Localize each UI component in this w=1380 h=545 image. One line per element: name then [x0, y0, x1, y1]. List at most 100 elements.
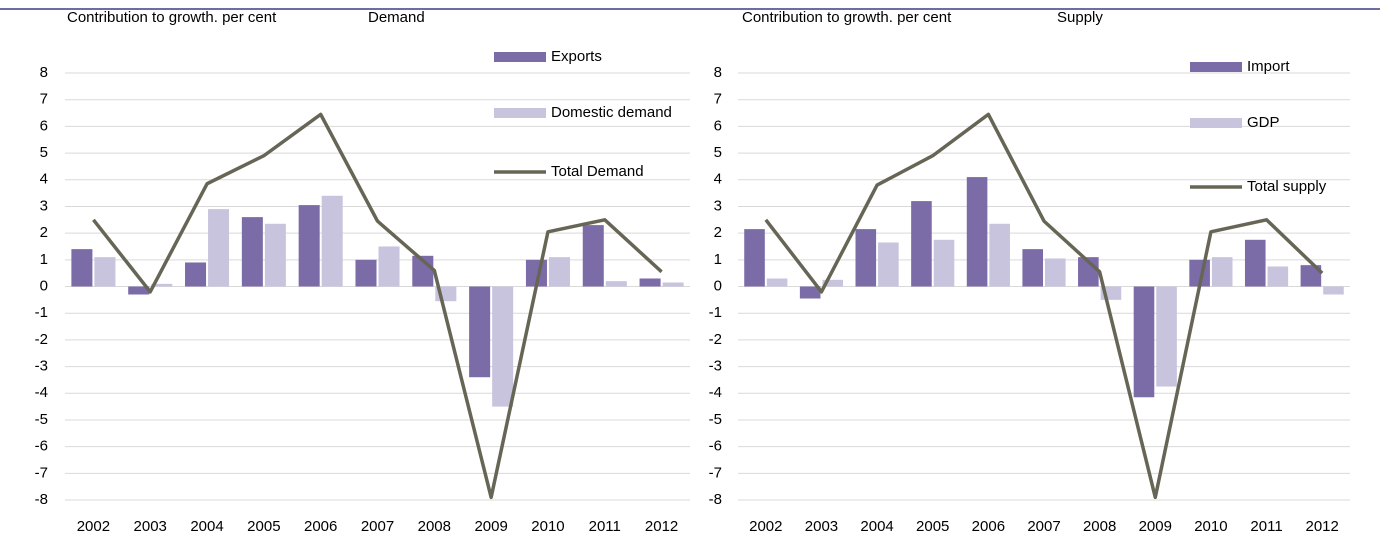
bar	[298, 205, 320, 287]
y-tick-label: 2	[40, 224, 48, 241]
bar	[378, 246, 400, 287]
bar	[1323, 286, 1344, 295]
legend-label: Exports	[551, 48, 602, 65]
panel-title: Contribution to growth. per cent	[67, 9, 277, 26]
bar	[1156, 286, 1177, 387]
bar	[355, 259, 377, 287]
y-tick-label: 4	[40, 171, 48, 188]
y-tick-label: 1	[40, 251, 48, 268]
x-tick-label: 2012	[1305, 518, 1338, 535]
y-tick-label: 5	[714, 144, 722, 161]
legend-swatch	[494, 52, 546, 62]
y-tick-label: -7	[35, 464, 48, 481]
x-tick-label: 2003	[805, 518, 838, 535]
x-tick-label: 2006	[304, 518, 337, 535]
x-tick-label: 2009	[474, 518, 507, 535]
bar	[933, 239, 955, 287]
y-tick-label: -6	[35, 438, 48, 455]
bar	[264, 223, 286, 287]
bar	[128, 286, 150, 295]
panel-title: Contribution to growth. per cent	[742, 9, 952, 26]
y-tick-label: -2	[35, 331, 48, 348]
bar	[208, 209, 230, 287]
y-tick-label: 1	[714, 251, 722, 268]
x-tick-label: 2005	[916, 518, 949, 535]
bar	[966, 177, 988, 287]
panel-subtitle: Demand	[368, 9, 425, 26]
bar	[766, 278, 788, 287]
y-tick-label: 0	[40, 277, 48, 294]
x-tick-label: 2010	[1194, 518, 1227, 535]
bar	[1300, 265, 1322, 287]
x-tick-label: 2002	[749, 518, 782, 535]
bar	[639, 278, 661, 287]
bar	[605, 281, 627, 287]
y-tick-label: -2	[709, 331, 722, 348]
bar	[799, 286, 821, 299]
x-tick-label: 2009	[1139, 518, 1172, 535]
line	[764, 112, 1324, 500]
y-tick-label: 3	[714, 197, 722, 214]
bar	[548, 257, 570, 287]
x-tick-label: 2006	[972, 518, 1005, 535]
bar	[822, 279, 844, 287]
y-tick-label: 4	[714, 171, 722, 188]
bar	[744, 229, 765, 287]
x-tick-label: 2007	[1027, 518, 1060, 535]
legend-label: Import	[1247, 58, 1290, 75]
y-tick-label: -8	[709, 491, 722, 508]
y-tick-label: 0	[714, 277, 722, 294]
x-tick-label: 2003	[134, 518, 167, 535]
bar	[878, 242, 899, 287]
bar	[1267, 266, 1289, 287]
bar	[492, 286, 514, 407]
y-tick-label: -4	[709, 384, 722, 401]
bar	[582, 225, 604, 287]
x-tick-label: 2005	[247, 518, 280, 535]
bar	[989, 223, 1010, 287]
y-tick-label: -1	[709, 304, 722, 321]
panel-subtitle: Supply	[1057, 9, 1103, 26]
x-tick-label: 2007	[361, 518, 394, 535]
legend-label: Total Demand	[551, 163, 644, 180]
y-tick-label: -6	[709, 438, 722, 455]
y-tick-label: 6	[40, 117, 48, 134]
x-tick-label: 2008	[1083, 518, 1116, 535]
y-tick-label: 3	[40, 197, 48, 214]
legend-label: Total supply	[1247, 178, 1327, 195]
y-tick-label: -5	[35, 411, 48, 428]
bar	[151, 283, 173, 287]
x-tick-label: 2004	[860, 518, 893, 535]
bar	[241, 217, 263, 287]
y-tick-label: -5	[709, 411, 722, 428]
bar	[1045, 258, 1066, 287]
bar	[321, 195, 343, 287]
bar	[71, 249, 93, 287]
y-tick-label: -3	[35, 358, 48, 375]
y-tick-label: 5	[40, 144, 48, 161]
legend-swatch	[1190, 118, 1242, 128]
x-tick-label: 2002	[77, 518, 110, 535]
bar	[662, 282, 684, 287]
x-tick-label: 2004	[190, 518, 223, 535]
bar	[1244, 239, 1266, 287]
legend-label: GDP	[1247, 114, 1280, 131]
y-tick-label: 6	[714, 117, 722, 134]
bar	[855, 229, 877, 287]
bar	[94, 257, 116, 287]
x-tick-label: 2012	[645, 518, 678, 535]
legend-label: Domestic demand	[551, 104, 672, 121]
line	[92, 112, 663, 500]
bar	[911, 201, 932, 287]
y-tick-label: 7	[714, 91, 722, 108]
y-tick-label: 7	[40, 91, 48, 108]
x-tick-label: 2008	[418, 518, 451, 535]
bar	[1211, 257, 1233, 287]
bar	[469, 286, 491, 378]
y-tick-label: 8	[714, 64, 722, 81]
y-tick-label: -7	[709, 464, 722, 481]
y-tick-label: -4	[35, 384, 48, 401]
y-tick-label: 2	[714, 224, 722, 241]
y-tick-label: -8	[35, 491, 48, 508]
